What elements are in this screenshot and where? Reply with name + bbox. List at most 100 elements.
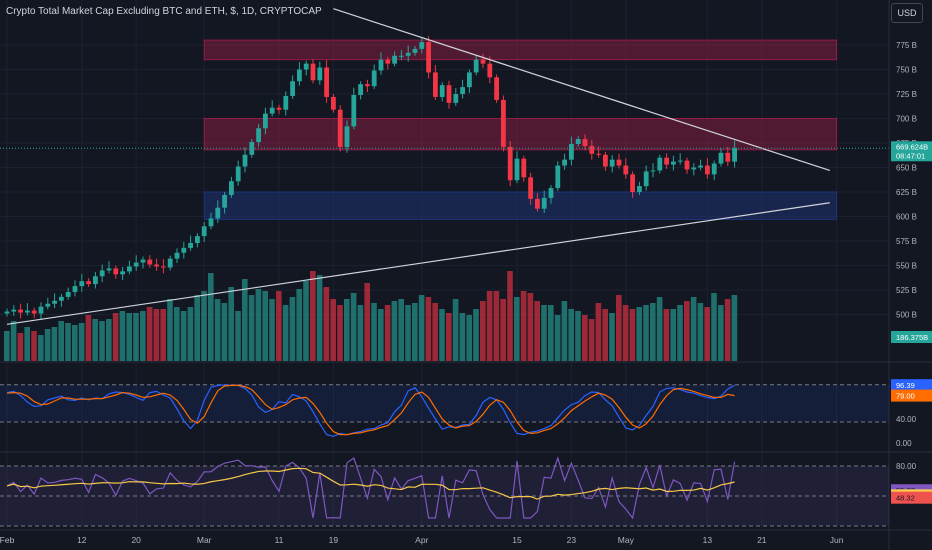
price-tick-label: 650 B bbox=[896, 164, 917, 173]
candle-body bbox=[181, 247, 187, 253]
candle-body bbox=[120, 271, 125, 275]
volume-bar bbox=[643, 305, 649, 361]
price-tick-label: 550 B bbox=[896, 262, 917, 271]
volume-bar bbox=[78, 323, 85, 361]
volume-bar bbox=[432, 303, 438, 361]
volume-bar bbox=[384, 305, 391, 361]
time-tick-label: Feb bbox=[0, 535, 15, 545]
candle-body bbox=[106, 268, 112, 271]
stoch-value-label: 96.39 bbox=[896, 381, 915, 390]
candle-body bbox=[711, 163, 717, 175]
candle-body bbox=[671, 161, 676, 165]
candle-body bbox=[555, 165, 561, 189]
candle-body bbox=[718, 152, 724, 164]
volume-bar bbox=[398, 299, 404, 361]
candle-body bbox=[72, 286, 78, 292]
volume-bar bbox=[609, 313, 615, 361]
candle-body bbox=[256, 128, 261, 143]
volume-bar bbox=[541, 305, 547, 361]
candle-body bbox=[691, 167, 697, 170]
volume-bar bbox=[17, 333, 24, 361]
candle-body bbox=[582, 139, 588, 146]
volume-bar bbox=[106, 319, 112, 361]
grid-lines bbox=[0, 0, 889, 530]
volume-bar bbox=[595, 303, 602, 361]
candle-body bbox=[535, 198, 540, 209]
candle-body bbox=[643, 171, 649, 187]
candle-body bbox=[473, 59, 479, 73]
candle-body bbox=[133, 262, 139, 267]
volume-bar bbox=[58, 321, 64, 361]
price-tick-label: 700 B bbox=[896, 115, 917, 124]
volume-bar bbox=[153, 309, 160, 361]
candle-body bbox=[127, 266, 132, 272]
volume-bar bbox=[316, 275, 323, 361]
volume-bar bbox=[473, 309, 479, 361]
candle-body bbox=[616, 159, 622, 166]
candle-body bbox=[297, 69, 302, 82]
candle-body bbox=[725, 152, 731, 162]
rsi-value-tag bbox=[891, 491, 932, 504]
time-tick-label: 19 bbox=[329, 535, 339, 545]
candle-body bbox=[18, 309, 23, 313]
candle-body bbox=[235, 166, 241, 182]
rsi-value-label: 48.32 bbox=[896, 494, 915, 503]
candle-body bbox=[4, 311, 10, 314]
volume-bar bbox=[582, 315, 588, 361]
candle-body bbox=[487, 63, 493, 78]
candle-body bbox=[412, 48, 418, 53]
rsi-tick-label: 80.00 bbox=[896, 462, 917, 471]
volume-bar bbox=[194, 295, 200, 361]
candle-body bbox=[562, 159, 567, 166]
candle-body bbox=[684, 160, 690, 170]
candle-body bbox=[93, 276, 98, 285]
volume-bar bbox=[684, 301, 690, 361]
candle-body bbox=[433, 72, 438, 97]
candle-body bbox=[195, 236, 200, 243]
last-price-label: 669.624B bbox=[896, 142, 928, 151]
candle-body bbox=[229, 181, 234, 195]
bar-countdown-label: 08:47:01 bbox=[896, 151, 925, 160]
volume-bar bbox=[500, 299, 506, 361]
volume-bar bbox=[276, 291, 282, 361]
volume-bar bbox=[493, 291, 500, 361]
candle-body bbox=[460, 87, 465, 94]
rsi-ma-line bbox=[6, 467, 735, 500]
volume-bar bbox=[568, 309, 574, 361]
volume-bar bbox=[548, 305, 554, 361]
last-price-tag bbox=[891, 141, 932, 162]
stoch-value-tag bbox=[891, 379, 932, 392]
candle-body bbox=[575, 139, 581, 144]
candle-body bbox=[324, 67, 329, 97]
ascending-trendline bbox=[6, 202, 830, 325]
time-tick-label: Mar bbox=[197, 535, 212, 545]
candle-body bbox=[269, 107, 275, 114]
volume-bar bbox=[201, 291, 207, 361]
candle-body bbox=[344, 126, 350, 147]
volume-bar bbox=[99, 321, 105, 361]
price-tick-label: 600 B bbox=[896, 213, 917, 222]
candle-body bbox=[99, 270, 105, 277]
volume-bar bbox=[459, 313, 466, 361]
candle-body bbox=[705, 165, 710, 175]
volume-bar bbox=[690, 297, 697, 361]
volume-bar bbox=[405, 305, 411, 361]
price-tick-label: 750 B bbox=[896, 66, 917, 75]
volume-bar bbox=[636, 307, 642, 361]
volume-bar bbox=[146, 307, 153, 361]
volume-bar bbox=[140, 311, 146, 361]
volume-bar bbox=[180, 311, 187, 361]
candle-body bbox=[446, 85, 452, 103]
candle-body bbox=[86, 281, 91, 285]
volume-bar bbox=[697, 303, 704, 361]
volume-bar bbox=[412, 303, 418, 361]
volume-bar bbox=[350, 293, 357, 361]
candle-body bbox=[657, 157, 663, 171]
volume-bar bbox=[167, 299, 173, 361]
currency-button[interactable]: USD bbox=[891, 3, 923, 23]
candle-body bbox=[249, 142, 255, 155]
candle-body bbox=[596, 153, 601, 155]
volume-bar bbox=[677, 305, 683, 361]
candle-body bbox=[453, 94, 459, 103]
